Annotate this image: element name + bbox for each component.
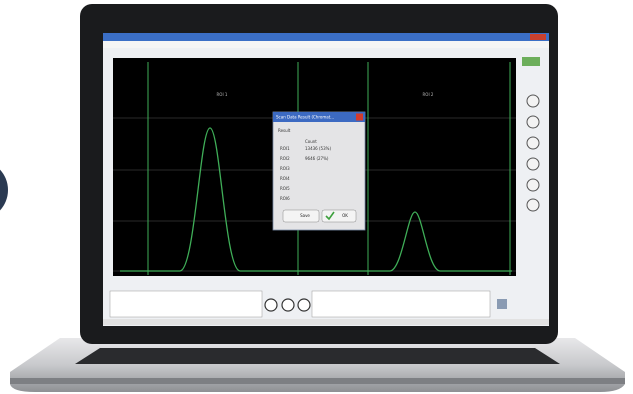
roi-label: ROI 2 bbox=[423, 92, 434, 97]
tool-button[interactable] bbox=[526, 136, 540, 150]
reset-button[interactable] bbox=[297, 298, 311, 312]
stop-button[interactable] bbox=[281, 298, 295, 312]
row-label: ROI6 bbox=[280, 196, 290, 201]
logo bbox=[522, 57, 540, 66]
save-icon[interactable] bbox=[497, 299, 507, 309]
ok-label: OK bbox=[342, 213, 348, 218]
column-header: Count bbox=[305, 139, 317, 144]
control-buttons bbox=[264, 298, 311, 312]
status-bar bbox=[103, 319, 549, 325]
window-controls[interactable] bbox=[530, 34, 546, 40]
row-label: ROI2 bbox=[280, 156, 290, 161]
tool-button[interactable] bbox=[526, 157, 540, 171]
row-value: 13436 (53%) bbox=[305, 146, 331, 151]
result-rows: ROI1 ROI2 ROI3 ROI4 ROI5 ROI6 13436 (53%) 9646 … bbox=[280, 146, 331, 201]
tool-button[interactable] bbox=[526, 115, 540, 129]
menu-bar[interactable] bbox=[103, 41, 549, 48]
tool-button[interactable] bbox=[526, 94, 540, 108]
log-panel bbox=[109, 290, 263, 318]
base-edge bbox=[10, 378, 625, 384]
row-label: ROI5 bbox=[280, 186, 290, 191]
dialog-title-bar bbox=[273, 112, 365, 122]
keyboard bbox=[75, 348, 560, 364]
side-toolbar bbox=[526, 94, 540, 212]
spectrum-curve bbox=[120, 127, 512, 272]
dialog-title: Scan Data Result (Chromat... bbox=[276, 115, 334, 120]
row-value: 9646 (27%) bbox=[305, 156, 329, 161]
dialog-close[interactable] bbox=[356, 113, 363, 121]
info-panel bbox=[311, 290, 491, 318]
ok-icon bbox=[325, 211, 335, 221]
roi-label: ROI 1 bbox=[217, 92, 228, 97]
tool-button[interactable] bbox=[526, 178, 540, 192]
title-bar bbox=[103, 33, 549, 41]
section-label: Result bbox=[278, 128, 291, 133]
row-label: ROI1 bbox=[280, 146, 290, 151]
play-button[interactable] bbox=[264, 298, 278, 312]
ok-button[interactable] bbox=[321, 209, 357, 223]
row-label: ROI4 bbox=[280, 176, 290, 181]
save-label: Save bbox=[300, 213, 310, 218]
background-shape bbox=[0, 169, 8, 211]
tool-button[interactable] bbox=[526, 198, 540, 212]
row-label: ROI3 bbox=[280, 166, 290, 171]
save-button[interactable] bbox=[282, 209, 320, 223]
